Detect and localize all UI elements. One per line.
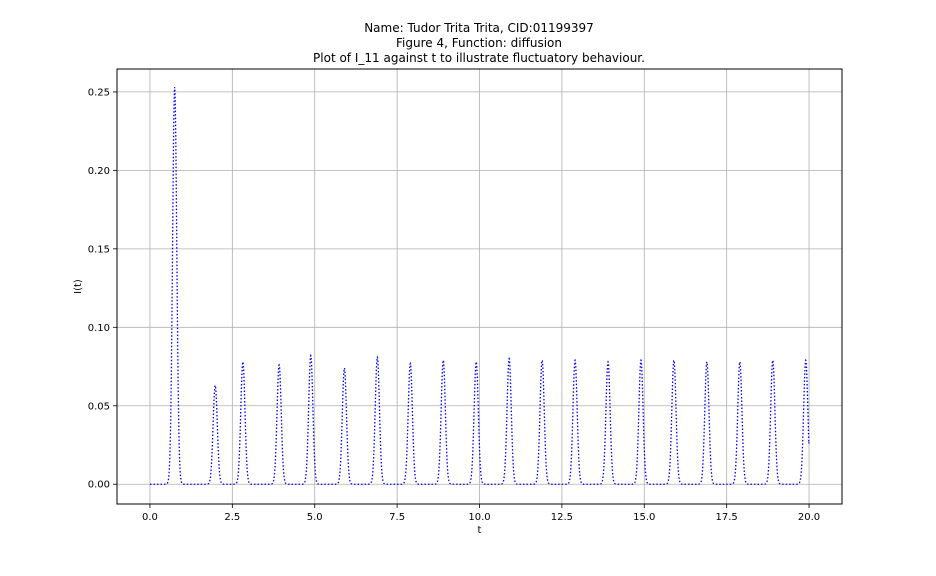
x-tick-label: 2.5 <box>224 512 240 523</box>
x-tick-label: 12.5 <box>551 512 573 523</box>
x-tick-label: 7.5 <box>389 512 405 523</box>
series-layer <box>149 87 810 485</box>
y-tick-label: 0.05 <box>88 401 110 412</box>
chart-title-line-3: Plot of I_11 against t to illustrate flu… <box>313 51 645 65</box>
series-line <box>149 87 810 485</box>
x-tick-label: 5.0 <box>307 512 323 523</box>
x-tick-label: 17.5 <box>716 512 738 523</box>
x-tick-label: 20.0 <box>798 512 820 523</box>
y-tick-label: 0.15 <box>88 244 110 255</box>
y-tick-label: 0.20 <box>88 166 110 177</box>
y-tick-label: 0.00 <box>88 480 110 491</box>
grid-layer <box>117 69 842 504</box>
tick-layer: 0.0 2.5 5.0 7.5 10.0 12.5 15.0 17.5 20.0 0.00 0.05… <box>88 87 820 523</box>
y-tick-label: 0.10 <box>88 323 110 334</box>
x-axis-label: t <box>478 525 482 536</box>
chart-title-line-2: Figure 4, Function: diffusion <box>396 36 562 50</box>
x-tick-label: 15.0 <box>633 512 655 523</box>
x-tick-label: 0.0 <box>142 512 158 523</box>
chart-title-line-1: Name: Tudor Trita Trita, CID:01199397 <box>364 21 594 35</box>
x-tick-label: 10.0 <box>468 512 490 523</box>
y-tick-label: 0.25 <box>88 87 110 98</box>
y-axis-label: I(t) <box>73 279 84 294</box>
